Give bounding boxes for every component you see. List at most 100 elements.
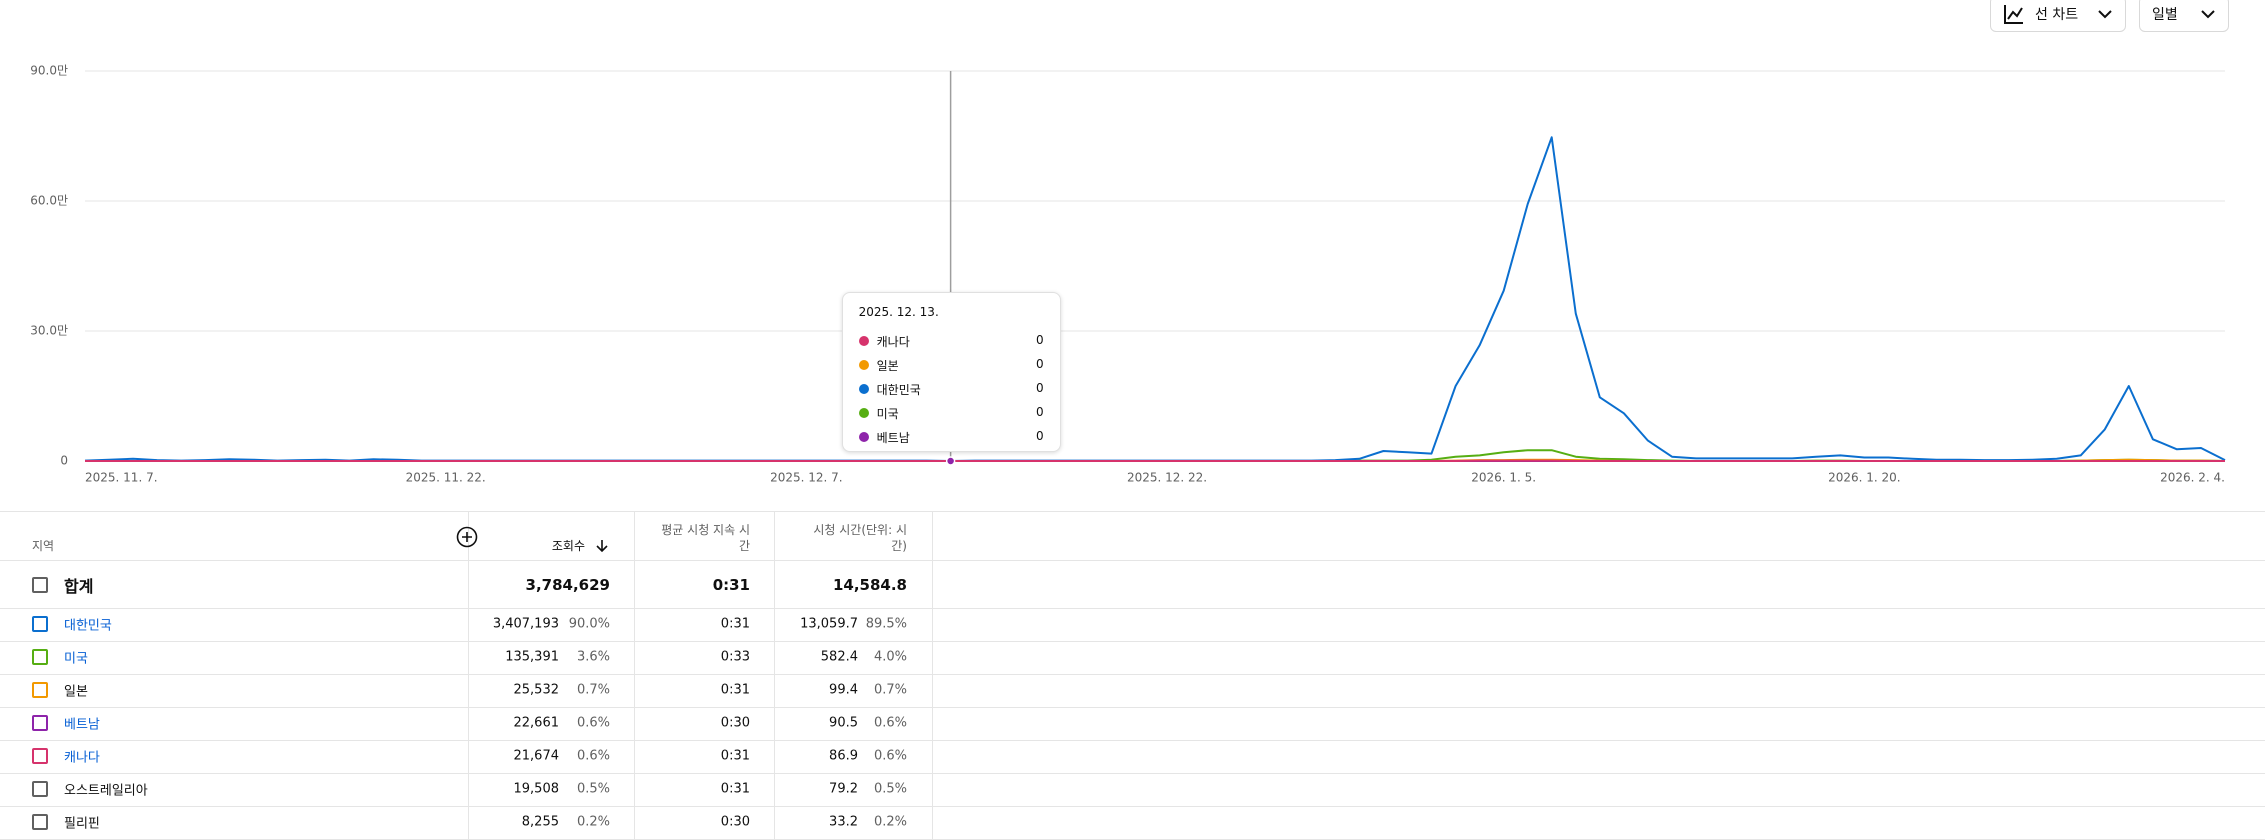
tooltip-value: 0 xyxy=(1036,381,1044,395)
row-divider xyxy=(0,674,2265,675)
views-share: 90.0% xyxy=(569,617,610,632)
x-tick-label: 2025. 12. 22. xyxy=(1127,471,1207,485)
watch-time: 90.5 xyxy=(829,716,858,731)
hover-dot xyxy=(947,457,955,465)
checkbox[interactable] xyxy=(32,814,48,830)
region-name[interactable]: 미국 xyxy=(64,648,88,667)
checkbox[interactable] xyxy=(32,649,48,665)
region-name: 오스트레일리아 xyxy=(64,780,148,799)
watch-time: 33.2 xyxy=(829,815,858,830)
chart: 0 30.0만 60.0만 90.0만 2025. 11. 7. 2025. 11. 22… xyxy=(0,0,2265,500)
checkbox[interactable] xyxy=(32,748,48,764)
total-watch-time: 14,584.8 xyxy=(833,576,907,594)
views: 21,674 xyxy=(514,749,560,764)
region-name: 필리핀 xyxy=(64,813,100,832)
avg-duration: 0:31 xyxy=(721,749,750,764)
legend-label: 미국 xyxy=(877,405,899,422)
x-tick-label: 2025. 12. 7. xyxy=(770,471,843,485)
region-name: 일본 xyxy=(64,681,88,700)
tooltip-value: 0 xyxy=(1036,357,1044,371)
column-header[interactable]: 시청 시간(단위: 시간) xyxy=(800,522,907,554)
column-header[interactable]: 조회수 xyxy=(552,538,585,554)
row-divider xyxy=(0,806,2265,807)
views: 135,391 xyxy=(505,650,559,665)
row-divider xyxy=(0,740,2265,741)
legend-dot xyxy=(859,408,869,418)
x-tick-label: 2025. 11. 7. xyxy=(85,471,158,485)
x-tick-label: 2026. 1. 20. xyxy=(1828,471,1901,485)
views: 19,508 xyxy=(514,782,560,797)
sort-arrow xyxy=(595,539,609,553)
legend-label: 대한민국 xyxy=(877,381,921,398)
legend-dot xyxy=(859,432,869,442)
watch-share: 4.0% xyxy=(874,650,907,665)
avg-duration: 0:33 xyxy=(721,650,750,665)
tooltip-value: 0 xyxy=(1036,333,1044,347)
column-header: 지역 xyxy=(32,538,54,554)
row-divider xyxy=(0,560,2265,561)
views: 22,661 xyxy=(514,716,560,731)
watch-share: 0.7% xyxy=(874,683,907,698)
column-divider xyxy=(932,511,933,839)
column-divider xyxy=(468,511,469,839)
watch-time: 582.4 xyxy=(821,650,858,665)
tooltip-value: 0 xyxy=(1036,429,1044,443)
x-tick-label: 2026. 2. 4. xyxy=(2160,471,2225,485)
checkbox[interactable] xyxy=(32,781,48,797)
watch-time: 99.4 xyxy=(829,683,858,698)
views-share: 0.7% xyxy=(577,683,610,698)
total-views: 3,784,629 xyxy=(526,576,610,594)
legend-dot xyxy=(859,336,869,346)
tooltip-value: 0 xyxy=(1036,405,1044,419)
row-divider xyxy=(0,773,2265,774)
views-share: 0.2% xyxy=(577,815,610,830)
views: 25,532 xyxy=(514,683,560,698)
views: 8,255 xyxy=(522,815,559,830)
total-label: 합계 xyxy=(64,573,93,597)
views-share: 0.5% xyxy=(577,782,610,797)
checkbox[interactable] xyxy=(32,577,48,593)
watch-share: 0.2% xyxy=(874,815,907,830)
avg-duration: 0:31 xyxy=(721,782,750,797)
y-tick-label: 60.0만 xyxy=(30,194,68,208)
legend-label: 캐나다 xyxy=(877,333,910,350)
x-tick-label: 2025. 11. 22. xyxy=(406,471,486,485)
watch-time: 13,059.7 xyxy=(800,617,858,632)
add-metric-button[interactable] xyxy=(455,525,479,549)
views-share: 3.6% xyxy=(577,650,610,665)
y-tick-label: 90.0만 xyxy=(30,64,68,78)
column-divider xyxy=(774,511,775,839)
checkbox[interactable] xyxy=(32,616,48,632)
checkbox[interactable] xyxy=(32,682,48,698)
region-name[interactable]: 베트남 xyxy=(64,714,100,733)
watch-share: 89.5% xyxy=(866,617,907,632)
views: 3,407,193 xyxy=(493,617,559,632)
avg-duration: 0:31 xyxy=(721,683,750,698)
avg-duration: 0:31 xyxy=(721,617,750,632)
column-header[interactable]: 평균 시청 지속 시간 xyxy=(660,522,750,554)
legend-dot xyxy=(859,360,869,370)
region-name[interactable]: 캐나다 xyxy=(64,747,100,766)
row-divider xyxy=(0,707,2265,708)
y-tick-label: 30.0만 xyxy=(30,324,68,338)
row-divider xyxy=(0,608,2265,609)
column-divider xyxy=(634,511,635,839)
region-name[interactable]: 대한민국 xyxy=(64,615,112,634)
legend-dot xyxy=(859,384,869,394)
watch-time: 79.2 xyxy=(829,782,858,797)
tooltip-date: 2025. 12. 13. xyxy=(859,305,939,319)
total-avg-duration: 0:31 xyxy=(713,576,750,594)
watch-share: 0.5% xyxy=(874,782,907,797)
row-divider xyxy=(0,641,2265,642)
x-tick-label: 2026. 1. 5. xyxy=(1471,471,1536,485)
row-divider xyxy=(0,511,2265,512)
views-share: 0.6% xyxy=(577,716,610,731)
legend-label: 베트남 xyxy=(877,429,910,446)
watch-share: 0.6% xyxy=(874,749,907,764)
watch-time: 86.9 xyxy=(829,749,858,764)
checkbox[interactable] xyxy=(32,715,48,731)
avg-duration: 0:30 xyxy=(721,815,750,830)
series-line xyxy=(85,137,2225,461)
